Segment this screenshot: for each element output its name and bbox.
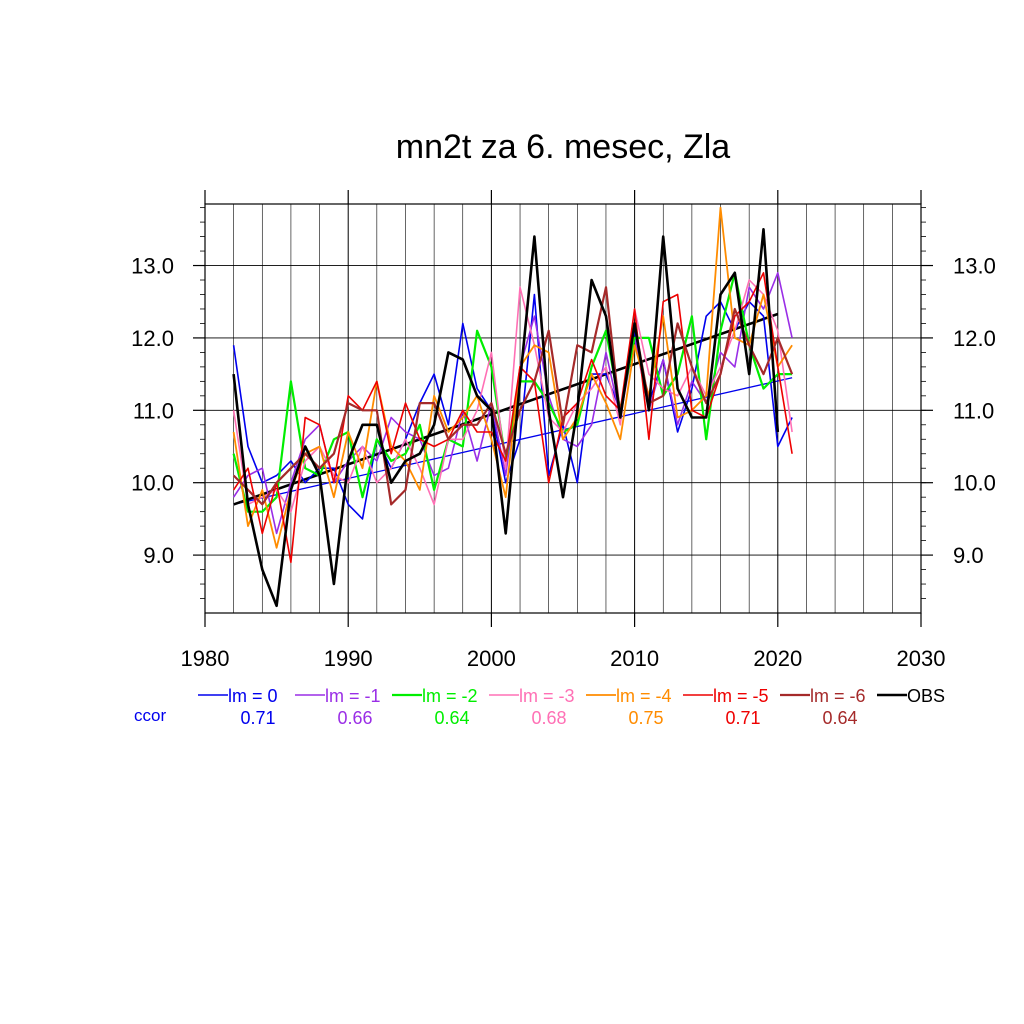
legend-label: lm = -4: [616, 686, 672, 706]
trend-line-obs: [233, 312, 779, 506]
series-lines: [232, 206, 794, 608]
ccor-value: 0.68: [531, 708, 566, 728]
ccor-value: 0.64: [434, 708, 469, 728]
y-tick-label-right: 9.0: [953, 543, 984, 568]
ccor-value: 0.75: [628, 708, 663, 728]
y-tick-label-right: 10.0: [953, 471, 996, 496]
ccor-label: ccor: [134, 706, 166, 725]
x-tick-label: 1990: [324, 646, 373, 671]
x-tick-label: 1980: [181, 646, 230, 671]
y-tick-label: 10.0: [131, 471, 174, 496]
ccor-value: 0.64: [822, 708, 857, 728]
legend-label: lm = -2: [422, 686, 478, 706]
ccor-value: 0.71: [725, 708, 760, 728]
series-line-lm-5: [232, 272, 793, 564]
series-line-lm-2: [232, 271, 793, 513]
legend-label: lm = -5: [713, 686, 769, 706]
y-tick-label: 11.0: [133, 398, 174, 423]
legend-label: OBS: [907, 686, 945, 706]
x-tick-label: 2000: [467, 646, 516, 671]
y-tick-label: 9.0: [143, 543, 174, 568]
series-line-obs: [232, 228, 780, 608]
y-tick-label-right: 12.0: [953, 326, 996, 351]
legend-label: lm = -1: [325, 686, 381, 706]
chart-title: mn2t za 6. mesec, Zla: [396, 128, 731, 166]
y-tick-label-right: 13.0: [953, 254, 996, 279]
grid: [205, 204, 921, 613]
legend-label: lm = 0: [228, 686, 278, 706]
x-tick-label: 2020: [753, 646, 802, 671]
plot-frame: [204, 203, 922, 614]
y-tick-label: 13.0: [131, 254, 174, 279]
series-line-lm-6: [232, 286, 794, 506]
ccor-value: 0.71: [240, 708, 275, 728]
axes: 1980 1990 2000 2010 2020 2030 9.0 9.0 10.0 10.0 11…: [131, 190, 996, 671]
trend-line-lm0: [233, 377, 793, 506]
x-tick-label: 2010: [610, 646, 659, 671]
legend-label: lm = -6: [810, 686, 866, 706]
y-tick-label: 12.0: [131, 326, 174, 351]
y-tick-label-right: 11.0: [953, 398, 994, 423]
legend-label: lm = -3: [519, 686, 575, 706]
x-tick-label: 2030: [897, 646, 946, 671]
ccor-value: 0.66: [337, 708, 372, 728]
